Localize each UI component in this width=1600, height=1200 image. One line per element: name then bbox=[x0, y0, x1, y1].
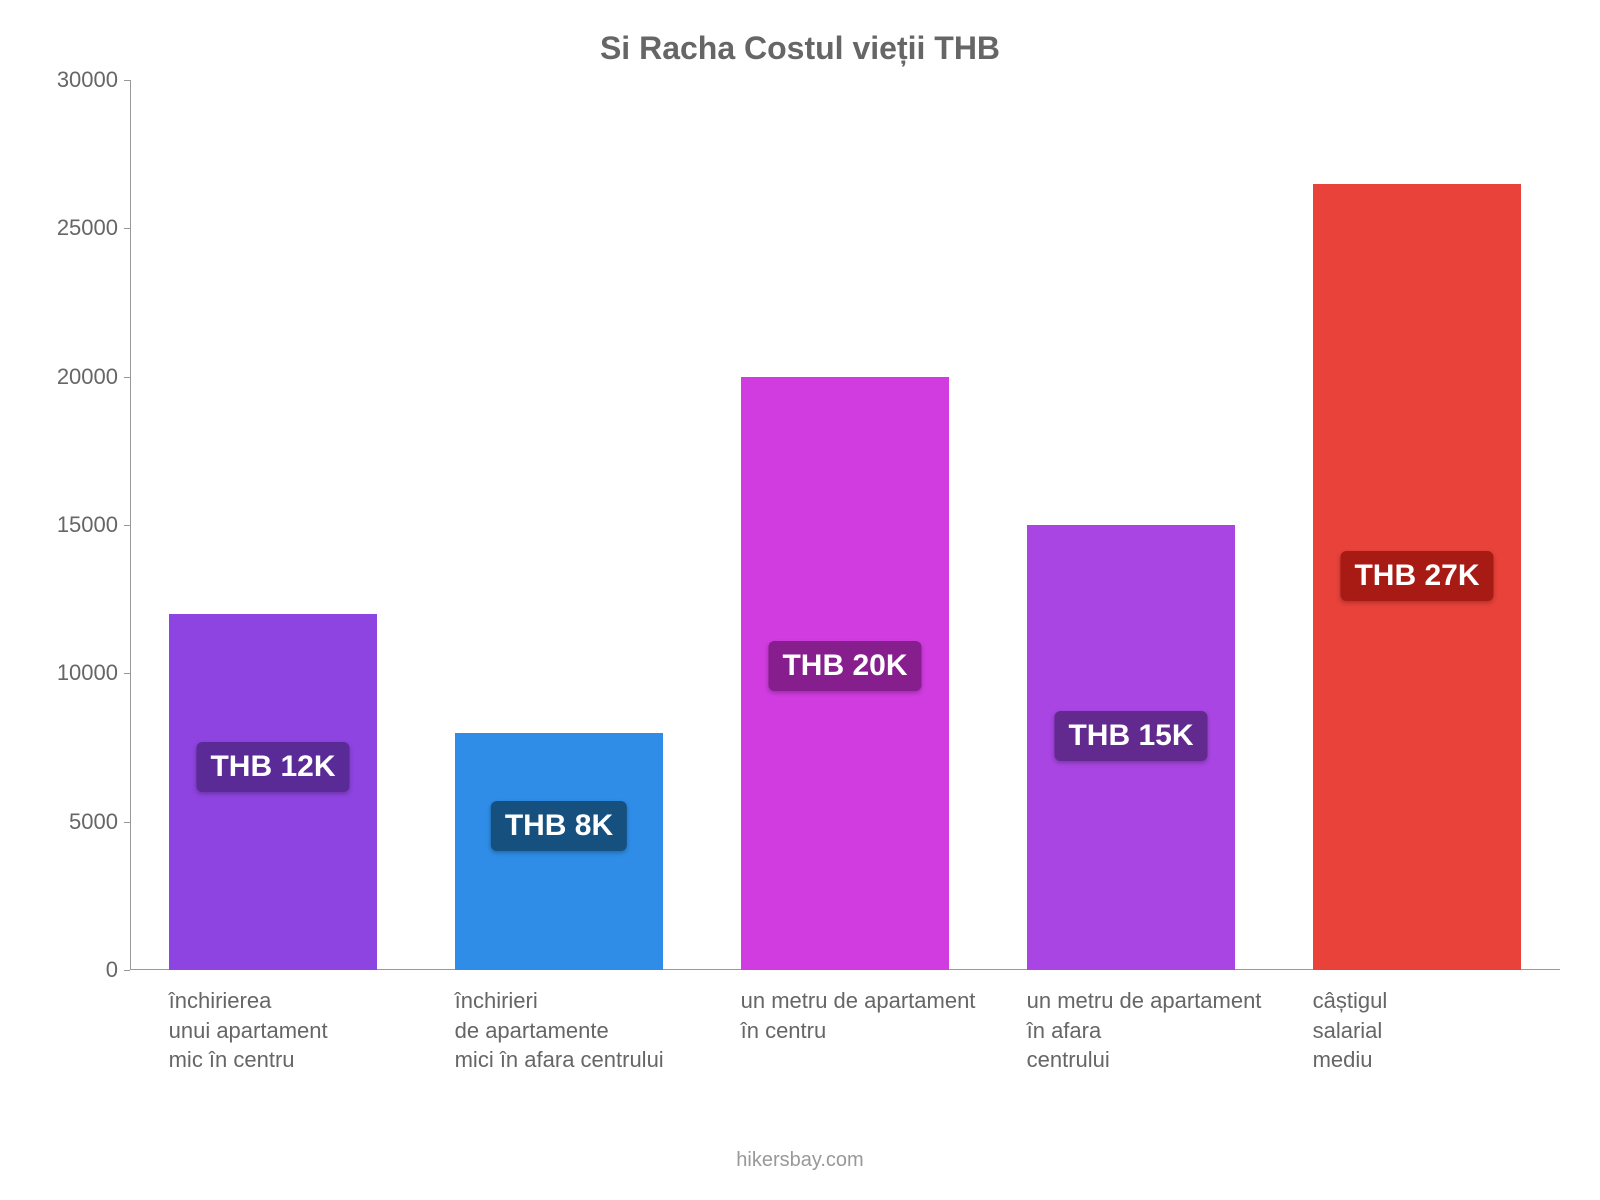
x-tick-label: închirieride apartamentemici în afara ce… bbox=[455, 986, 715, 1075]
y-tick-label: 25000 bbox=[57, 215, 118, 241]
y-tick-label: 0 bbox=[106, 957, 118, 983]
bar: THB 20K bbox=[741, 377, 950, 970]
y-tick-label: 5000 bbox=[69, 809, 118, 835]
plot-area: THB 12KTHB 8KTHB 20KTHB 15KTHB 27K 05000… bbox=[130, 80, 1560, 970]
x-tick-label: un metru de apartamentîn centru bbox=[741, 986, 1001, 1045]
bar: THB 12K bbox=[169, 614, 378, 970]
y-tick-label: 20000 bbox=[57, 364, 118, 390]
y-tick-mark bbox=[124, 80, 130, 81]
y-tick-mark bbox=[124, 970, 130, 971]
x-tick-label: câștigulsalarialmediu bbox=[1313, 986, 1573, 1075]
y-tick-mark bbox=[124, 525, 130, 526]
bar-value-label: THB 8K bbox=[491, 801, 627, 851]
y-tick-mark bbox=[124, 228, 130, 229]
chart-title: Si Racha Costul vieții THB bbox=[0, 30, 1600, 67]
x-tick-label: închiriereaunui apartamentmic în centru bbox=[169, 986, 429, 1075]
bar: THB 8K bbox=[455, 733, 664, 970]
attribution-text: hikersbay.com bbox=[0, 1149, 1600, 1172]
cost-of-living-chart: Si Racha Costul vieții THB THB 12K THB 8K… bbox=[0, 0, 1600, 1200]
bar-value-label: THB 20K bbox=[768, 641, 921, 691]
y-tick-label: 30000 bbox=[57, 67, 118, 93]
y-tick-mark bbox=[124, 822, 130, 823]
y-tick-mark bbox=[124, 673, 130, 674]
y-tick-mark bbox=[124, 377, 130, 378]
bar: THB 27K bbox=[1313, 184, 1522, 970]
y-tick-label: 10000 bbox=[57, 660, 118, 686]
bar-value-label: THB 15K bbox=[1054, 711, 1207, 761]
y-tick-label: 15000 bbox=[57, 512, 118, 538]
bar-value-label: THB 27K bbox=[1340, 551, 1493, 601]
bar: THB 15K bbox=[1027, 525, 1236, 970]
bar-value-label: THB 12K bbox=[196, 742, 349, 792]
x-tick-label: un metru de apartamentîn afaracentrului bbox=[1027, 986, 1287, 1075]
bars-container: THB 12K THB 8K THB 20K THB 15K THB 27K bbox=[130, 80, 1560, 970]
